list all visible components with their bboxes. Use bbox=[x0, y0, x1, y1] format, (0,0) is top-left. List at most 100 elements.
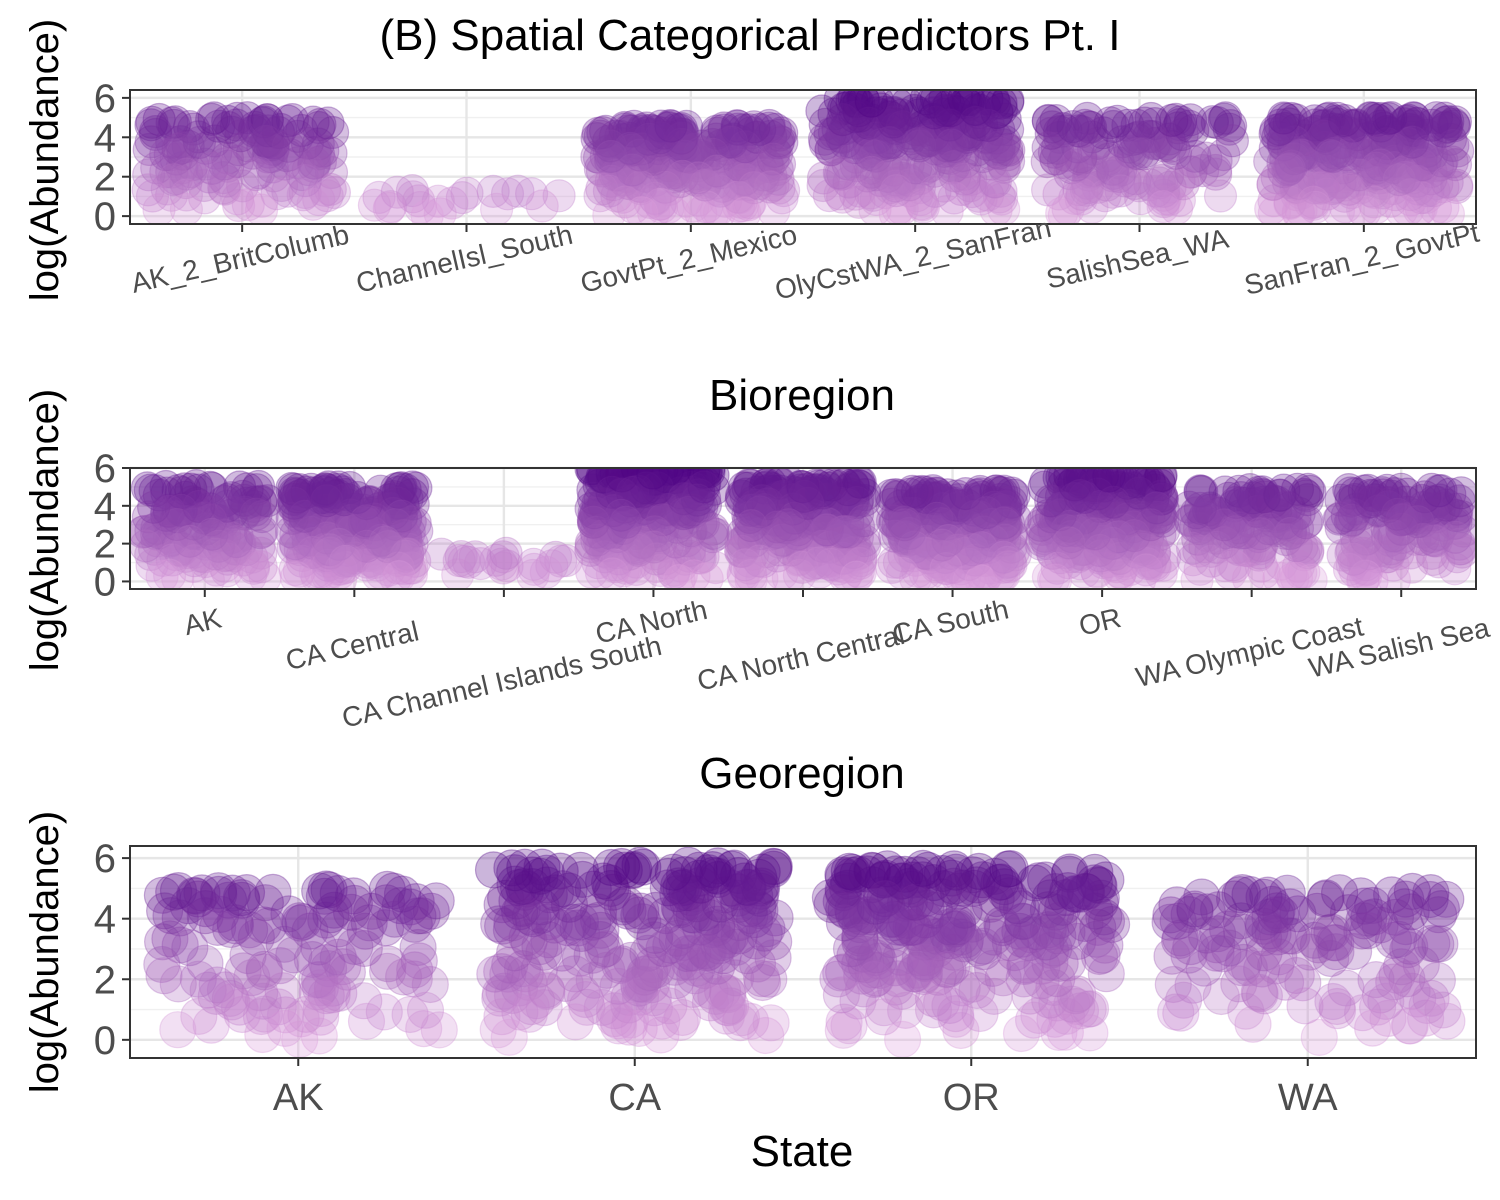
data-point bbox=[218, 531, 253, 565]
data-point bbox=[980, 135, 1014, 169]
data-point bbox=[702, 196, 737, 224]
data-point bbox=[240, 473, 274, 507]
data-point bbox=[1411, 174, 1445, 208]
data-point bbox=[1037, 135, 1072, 169]
data-point bbox=[135, 548, 169, 582]
data-point bbox=[175, 148, 209, 182]
data-point bbox=[1072, 155, 1107, 189]
panel-title: Georegion bbox=[699, 749, 904, 798]
data-point bbox=[583, 152, 618, 186]
data-point bbox=[939, 95, 974, 129]
data-point bbox=[705, 169, 739, 203]
data-point bbox=[175, 489, 210, 523]
data-point bbox=[1306, 880, 1344, 918]
data-point bbox=[615, 133, 650, 167]
data-point bbox=[721, 167, 756, 201]
data-point bbox=[810, 513, 845, 547]
data-point bbox=[1360, 132, 1394, 167]
data-point bbox=[264, 112, 298, 147]
data-point bbox=[1034, 116, 1068, 150]
data-point bbox=[211, 538, 245, 572]
data-point bbox=[244, 484, 278, 518]
data-point bbox=[1300, 1018, 1338, 1057]
x-tick-label: CA bbox=[608, 1077, 661, 1119]
data-point bbox=[1166, 167, 1200, 201]
data-point bbox=[743, 133, 777, 167]
data-point bbox=[332, 893, 371, 931]
data-point bbox=[641, 132, 675, 166]
data-point bbox=[917, 154, 952, 188]
data-point bbox=[1377, 151, 1411, 185]
data-point bbox=[291, 153, 325, 187]
data-point bbox=[720, 109, 754, 143]
data-point bbox=[1129, 553, 1163, 587]
data-point bbox=[1039, 142, 1073, 176]
data-point bbox=[1337, 542, 1371, 576]
data-point bbox=[1358, 101, 1392, 135]
x-tick-label: WA bbox=[1278, 1077, 1338, 1119]
data-point bbox=[1150, 159, 1185, 193]
data-point bbox=[731, 168, 765, 202]
data-point bbox=[691, 156, 726, 190]
data-point bbox=[1310, 122, 1345, 156]
data-point bbox=[1215, 124, 1250, 158]
data-point bbox=[170, 535, 204, 570]
data-point bbox=[184, 539, 218, 573]
data-point bbox=[1160, 191, 1194, 224]
data-point bbox=[513, 856, 552, 894]
data-point bbox=[1058, 181, 1092, 216]
data-point bbox=[452, 545, 486, 579]
y-tick-label: 2 bbox=[94, 958, 116, 1002]
data-point bbox=[629, 111, 664, 145]
data-point bbox=[1030, 173, 1065, 207]
data-point bbox=[1362, 161, 1396, 195]
data-point bbox=[1334, 176, 1369, 210]
data-point bbox=[140, 511, 174, 546]
data-point bbox=[609, 160, 644, 194]
data-point bbox=[256, 133, 290, 167]
data-point bbox=[1279, 171, 1313, 205]
data-point bbox=[273, 138, 307, 172]
data-point bbox=[917, 113, 951, 147]
data-point bbox=[1145, 163, 1179, 198]
data-point bbox=[828, 125, 862, 159]
data-point bbox=[362, 180, 396, 214]
data-point bbox=[838, 177, 873, 211]
data-point bbox=[1162, 994, 1200, 1032]
data-point bbox=[1438, 105, 1473, 139]
data-point bbox=[854, 134, 888, 168]
data-point bbox=[195, 151, 229, 185]
data-point bbox=[639, 182, 673, 216]
data-point bbox=[1298, 108, 1332, 142]
data-point bbox=[1330, 160, 1364, 194]
data-point bbox=[1159, 102, 1193, 137]
data-point bbox=[1294, 123, 1328, 158]
data-point bbox=[231, 188, 265, 222]
data-point bbox=[1073, 110, 1108, 145]
data-point bbox=[1081, 170, 1115, 204]
data-point bbox=[933, 142, 968, 176]
data-point bbox=[634, 117, 669, 152]
y-tick-label: 2 bbox=[94, 523, 116, 567]
data-point bbox=[1134, 101, 1168, 136]
data-point bbox=[149, 498, 183, 533]
data-point bbox=[826, 157, 860, 191]
data-point bbox=[1414, 155, 1448, 189]
data-point bbox=[634, 140, 669, 174]
data-point bbox=[1126, 137, 1161, 171]
data-point bbox=[1393, 178, 1428, 212]
data-point bbox=[199, 553, 233, 587]
data-point bbox=[598, 158, 632, 192]
data-point bbox=[722, 999, 761, 1037]
data-point bbox=[1319, 107, 1354, 141]
data-point bbox=[202, 109, 236, 143]
data-point bbox=[225, 479, 260, 513]
data-point bbox=[310, 179, 344, 213]
data-point bbox=[199, 136, 233, 170]
data-point bbox=[161, 493, 195, 527]
data-point bbox=[247, 105, 281, 139]
data-point bbox=[733, 145, 767, 179]
data-point bbox=[1263, 108, 1298, 142]
data-point bbox=[671, 142, 705, 176]
data-point bbox=[1281, 197, 1315, 224]
